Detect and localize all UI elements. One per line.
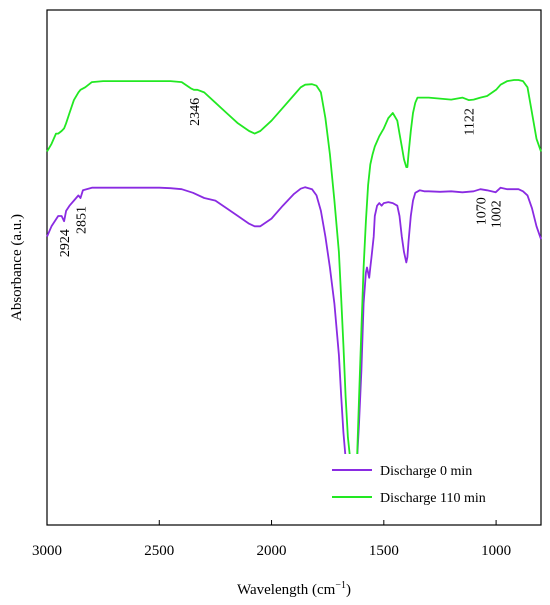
- x-tick-label: 2000: [257, 543, 287, 559]
- peak-annotation: 2346: [188, 98, 203, 126]
- x-tick-label: 2500: [144, 543, 174, 559]
- legend-label: Discharge 110 min: [380, 491, 486, 506]
- legend: Discharge 0 min Discharge 110 min: [328, 454, 533, 512]
- legend-label: Discharge 0 min: [380, 464, 472, 479]
- x-tick-label: 1500: [369, 543, 399, 559]
- peak-annotation: 1122: [463, 108, 478, 135]
- plot-frame: [46, 9, 542, 526]
- legend-box: [328, 454, 533, 512]
- x-axis-title-superscript: −1: [335, 580, 346, 591]
- x-axis-title-main: Wavelength (cm: [237, 582, 336, 598]
- series-line-1: [46, 79, 542, 475]
- x-axis-title-end: ): [346, 582, 351, 598]
- series-layer: [46, 79, 542, 485]
- peak-annotation: 2851: [74, 206, 89, 234]
- y-axis-title: Absorbance (a.u.): [9, 214, 25, 321]
- peak-annotation: 1002: [490, 200, 505, 228]
- x-tick-label: 1000: [481, 543, 511, 559]
- peak-annotation: 2924: [58, 229, 73, 257]
- x-tick-label: 3000: [32, 543, 62, 559]
- peak-annotation: 1070: [474, 197, 489, 225]
- x-axis: 3000 2500 2000 1500 1000: [32, 520, 511, 559]
- series-line-0: [46, 186, 542, 485]
- x-axis-title: Wavelength (cm−1): [237, 580, 351, 598]
